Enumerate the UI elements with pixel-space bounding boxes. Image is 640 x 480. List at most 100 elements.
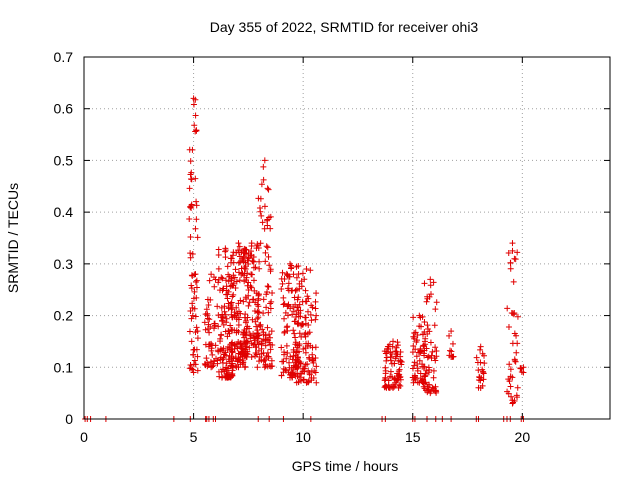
data-point	[216, 287, 223, 294]
data-point	[302, 314, 309, 321]
data-point	[290, 327, 297, 334]
data-point	[520, 364, 527, 371]
data-point	[206, 316, 213, 323]
data-point	[229, 293, 236, 300]
data-point	[192, 225, 199, 232]
data-point	[514, 384, 521, 391]
data-point	[514, 249, 521, 256]
data-point	[203, 355, 210, 362]
data-point	[263, 304, 270, 311]
data-point	[187, 158, 194, 165]
data-point	[222, 245, 229, 252]
data-point	[261, 225, 268, 232]
data-point	[223, 319, 230, 326]
data-point	[297, 313, 304, 320]
data-point	[227, 322, 234, 329]
data-point	[210, 274, 217, 281]
data-point	[395, 384, 402, 391]
data-point	[290, 346, 297, 353]
data-point	[192, 175, 199, 182]
data-point	[233, 304, 240, 311]
data-point	[294, 354, 301, 361]
data-point	[188, 205, 195, 212]
data-point	[432, 357, 439, 364]
data-point	[384, 346, 391, 353]
data-point	[245, 292, 252, 299]
data-point	[419, 376, 426, 383]
data-point	[257, 321, 264, 328]
data-point	[282, 309, 289, 316]
data-point	[264, 244, 271, 251]
data-point	[514, 340, 521, 347]
data-point	[299, 270, 306, 277]
data-point	[225, 374, 232, 381]
data-point	[246, 344, 253, 351]
data-point	[215, 246, 222, 253]
data-point	[283, 324, 290, 331]
data-point	[193, 202, 200, 209]
data-point	[192, 313, 199, 320]
data-point	[186, 328, 193, 335]
data-point	[505, 390, 512, 397]
y-tick-label: 0.7	[54, 49, 74, 65]
data-point	[477, 343, 484, 350]
data-point	[222, 374, 229, 381]
data-point	[513, 392, 520, 399]
data-point	[235, 259, 242, 266]
data-point	[312, 305, 319, 312]
y-tick-label: 0.4	[54, 204, 74, 220]
y-tick-label: 0.1	[54, 359, 74, 375]
data-point	[250, 277, 257, 284]
data-point	[477, 377, 484, 384]
data-point	[186, 365, 193, 372]
data-point	[306, 355, 313, 362]
data-point	[193, 127, 200, 134]
data-point	[233, 329, 240, 336]
data-point	[261, 203, 268, 210]
x-tick-label: 10	[295, 429, 311, 445]
data-point	[187, 204, 194, 211]
data-point	[393, 344, 400, 351]
data-point	[305, 295, 312, 302]
data-point	[506, 361, 513, 368]
data-point	[222, 277, 229, 284]
data-point	[428, 355, 435, 362]
plot-frame	[83, 56, 611, 420]
data-point	[309, 351, 316, 358]
data-point	[235, 364, 242, 371]
data-point	[254, 315, 261, 322]
data-point	[212, 342, 219, 349]
data-point	[237, 340, 244, 347]
data-point	[426, 328, 433, 335]
data-point	[187, 361, 194, 368]
data-point	[308, 374, 315, 381]
data-point	[233, 316, 240, 323]
data-point	[215, 323, 222, 330]
data-point	[473, 354, 480, 361]
data-point	[269, 290, 276, 297]
data-point	[208, 364, 215, 371]
data-point	[480, 376, 487, 383]
data-point	[250, 342, 257, 349]
data-point	[446, 332, 453, 339]
data-point	[256, 309, 263, 316]
data-point	[506, 378, 513, 385]
data-point	[278, 344, 285, 351]
data-point	[205, 325, 212, 332]
data-point	[427, 276, 434, 283]
data-point	[223, 283, 230, 290]
data-point	[287, 305, 294, 312]
data-point	[262, 332, 269, 339]
data-point	[232, 266, 239, 273]
data-point	[433, 299, 440, 306]
data-point	[448, 328, 455, 335]
data-point	[268, 328, 275, 335]
data-point	[230, 259, 237, 266]
data-point	[510, 278, 517, 285]
data-point	[421, 347, 428, 354]
data-point	[187, 250, 194, 257]
data-point	[421, 318, 428, 325]
data-point	[251, 287, 258, 294]
data-point	[504, 305, 511, 312]
